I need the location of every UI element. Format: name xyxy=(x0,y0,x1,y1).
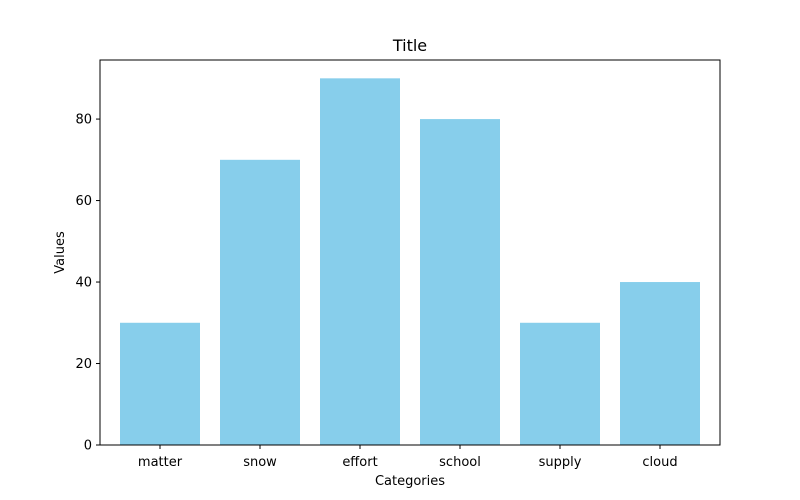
x-tick-label: school xyxy=(439,455,481,470)
y-tick-label: 80 xyxy=(75,113,92,128)
bar-cloud xyxy=(620,282,700,445)
y-tick-label: 60 xyxy=(75,194,92,209)
x-tick-label: supply xyxy=(539,455,582,470)
bar-school xyxy=(420,119,500,446)
x-axis-ticks: matter snow effort school supply cloud xyxy=(138,445,678,470)
x-axis-label: Categories xyxy=(375,474,445,489)
chart-title: Title xyxy=(392,36,427,55)
y-tick-label: 40 xyxy=(75,276,92,291)
plot-frame xyxy=(99,59,721,446)
x-tick-label: cloud xyxy=(642,455,677,470)
bar-matter xyxy=(120,322,200,445)
y-tick-label: 0 xyxy=(84,439,92,454)
bars-layer xyxy=(120,78,700,446)
bar-snow xyxy=(220,159,300,445)
y-axis-ticks: 0 20 40 60 80 xyxy=(75,113,100,454)
y-tick-label: 20 xyxy=(75,357,92,372)
x-tick-label: matter xyxy=(138,455,183,470)
bar-supply xyxy=(520,322,600,445)
bar-effort xyxy=(320,78,400,445)
x-tick-label: effort xyxy=(342,455,377,470)
y-axis-label: Values xyxy=(53,231,68,274)
x-tick-label: snow xyxy=(243,455,277,470)
